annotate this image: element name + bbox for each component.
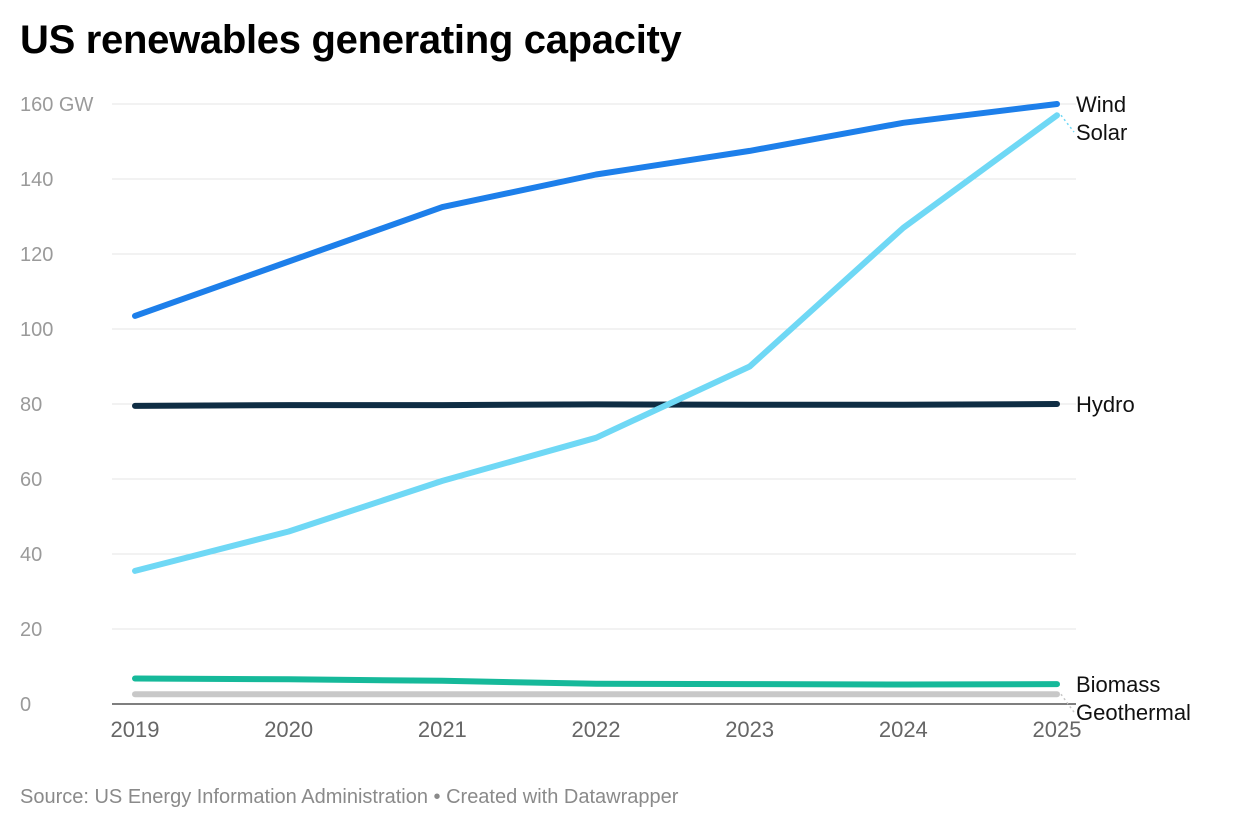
y-tick-label: 120 — [20, 244, 53, 266]
y-tick-label: 20 — [20, 619, 42, 641]
y-tick-label: 100 — [20, 319, 53, 341]
y-tick-label: 140 — [20, 169, 53, 191]
series-line-solar — [132, 112, 1060, 574]
series-label-geothermal: Geothermal — [1076, 700, 1191, 725]
gridlines — [112, 103, 1076, 705]
label-connector — [1060, 114, 1075, 133]
y-tick-label: 40 — [20, 544, 42, 566]
series-label-wind: Wind — [1076, 92, 1126, 117]
x-tick-label: 2022 — [572, 717, 621, 742]
series-line-hydro — [132, 401, 1060, 409]
x-axis-ticks: 2019 2020 2021 2022 2023 2024 2025 — [111, 717, 1082, 742]
x-tick-label: 2025 — [1033, 717, 1082, 742]
series-line-biomass — [132, 675, 1060, 688]
y-tick-label: 80 — [20, 394, 42, 416]
source-note: Source: US Energy Information Administra… — [20, 786, 679, 808]
label-connector — [1060, 693, 1075, 713]
chart-title: US renewables generating capacity — [20, 18, 682, 62]
series-lines — [132, 101, 1060, 698]
series-labels: Wind Solar Hydro Biomass Geothermal — [1060, 92, 1191, 725]
y-tick-label: 0 — [20, 694, 31, 716]
y-tick-label: 60 — [20, 469, 42, 491]
series-label-biomass: Biomass — [1076, 672, 1160, 697]
y-tick-label: 160 GW — [20, 94, 93, 116]
x-tick-label: 2021 — [418, 717, 467, 742]
x-tick-label: 2023 — [725, 717, 774, 742]
x-tick-label: 2024 — [879, 717, 928, 742]
y-axis-ticks: 0 20 40 60 80 100 120 140 160 GW — [20, 94, 93, 716]
series-label-hydro: Hydro — [1076, 392, 1135, 417]
series-label-solar: Solar — [1076, 120, 1127, 145]
x-tick-label: 2020 — [264, 717, 313, 742]
x-tick-label: 2019 — [111, 717, 160, 742]
series-line-wind — [132, 101, 1060, 319]
